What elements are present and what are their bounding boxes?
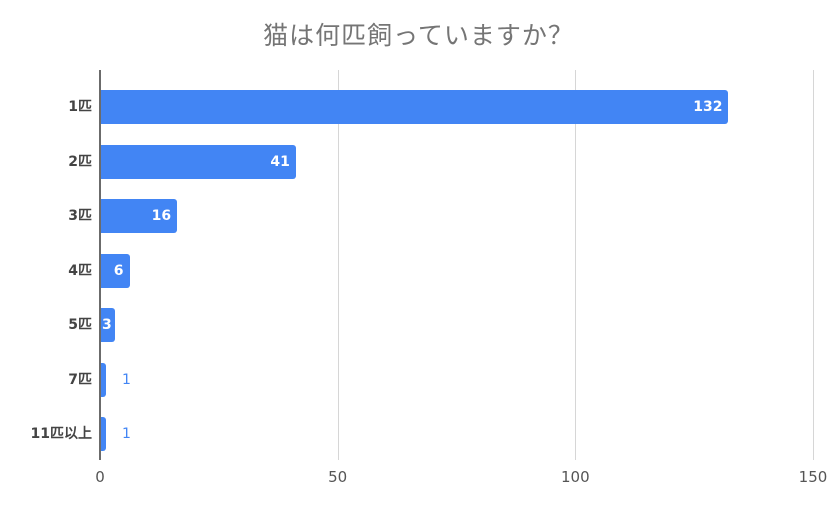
gridline (813, 70, 814, 460)
bar[interactable] (101, 253, 130, 288)
bar[interactable] (101, 199, 178, 233)
bar[interactable] (101, 417, 106, 451)
chart-title: 猫は何匹飼っていますか？ (263, 21, 574, 50)
data-label: 41 (270, 153, 290, 170)
data-label: 6 (113, 262, 124, 279)
gridline (337, 70, 339, 460)
x-tick-label: 100 (561, 468, 590, 486)
category-label: 3匹 (68, 208, 92, 224)
x-tick-label: 50 (328, 468, 348, 486)
data-label: 3 (102, 317, 112, 333)
bar[interactable] (101, 144, 296, 179)
bar[interactable] (101, 362, 106, 397)
category-label: 7匹 (68, 371, 92, 388)
x-tick-label: 0 (95, 468, 105, 486)
category-label: 11匹以上 (30, 426, 92, 442)
category-label: 5匹 (68, 317, 92, 333)
gridline (575, 70, 577, 460)
bar[interactable] (101, 90, 729, 124)
data-label: 16 (151, 208, 172, 224)
bar[interactable] (101, 308, 116, 342)
data-label: 1 (122, 371, 131, 388)
category-label: 2匹 (68, 153, 92, 170)
y-axis-line (99, 70, 101, 460)
category-label: 4匹 (68, 262, 92, 279)
data-label: 132 (693, 99, 723, 115)
data-label: 1 (122, 426, 131, 442)
category-label: 1匹 (68, 99, 92, 115)
x-tick-label: 150 (798, 468, 828, 486)
